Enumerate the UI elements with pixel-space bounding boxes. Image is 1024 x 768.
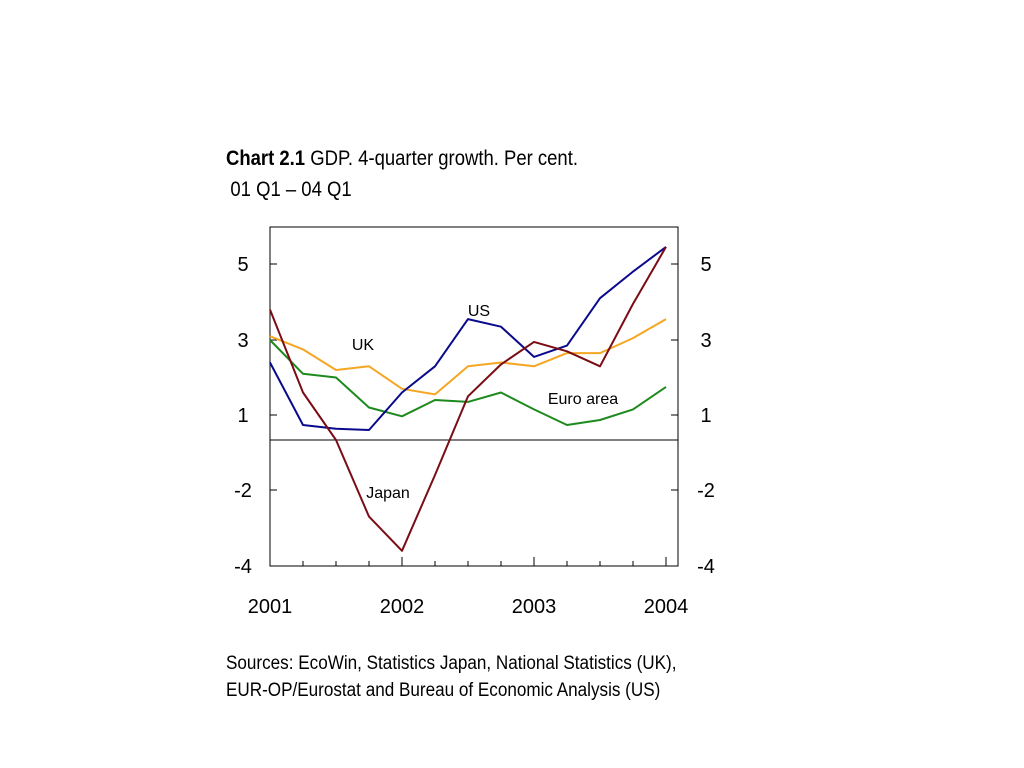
series-label-japan: Japan xyxy=(366,485,410,502)
x-tick-label: 2002 xyxy=(380,596,425,618)
y-right-tick-label: -4 xyxy=(697,556,715,578)
y-right-tick-label: 1 xyxy=(700,405,711,427)
x-tick-label: 2001 xyxy=(248,596,293,618)
y-left-tick-label: -4 xyxy=(234,556,252,578)
y-right-tick-label: 3 xyxy=(700,330,711,352)
y-right-tick-label: 5 xyxy=(700,254,711,276)
y-left-tick-label: 1 xyxy=(237,405,248,427)
plot-frame xyxy=(269,226,679,567)
chart-subtitle: 01 Q1 – 04 Q1 xyxy=(230,178,352,201)
series-label-us: US xyxy=(468,303,490,320)
chart-title-line: Chart 2.1 GDP. 4-quarter growth. Per cen… xyxy=(226,143,578,174)
sources-line-2: EUR-OP/Eurostat and Bureau of Economic A… xyxy=(226,680,661,701)
y-right-tick-label: -2 xyxy=(697,480,715,502)
y-left-tick-label: 3 xyxy=(237,330,248,352)
chart-number: Chart 2.1 xyxy=(226,147,306,170)
chart-title: GDP. 4-quarter growth. Per cent. xyxy=(310,147,578,170)
sources-line-1: Sources: EcoWin, Statistics Japan, Natio… xyxy=(226,653,677,674)
series-label-uk: UK xyxy=(352,337,375,354)
y-left-tick-label: 5 xyxy=(237,254,248,276)
x-tick-label: 2003 xyxy=(512,596,557,618)
series-line-us xyxy=(269,246,667,431)
series-line-uk xyxy=(269,318,667,396)
y-left-tick-label: -2 xyxy=(234,480,252,502)
series-line-euro-area xyxy=(269,339,667,426)
series-label-euro-area: Euro area xyxy=(548,391,618,408)
x-tick-label: 2004 xyxy=(644,596,689,618)
chart-title-block: Chart 2.1 GDP. 4-quarter growth. Per cen… xyxy=(226,143,578,205)
sources-note: Sources: EcoWin, Statistics Japan, Natio… xyxy=(226,650,676,704)
series-line-japan xyxy=(269,246,667,552)
